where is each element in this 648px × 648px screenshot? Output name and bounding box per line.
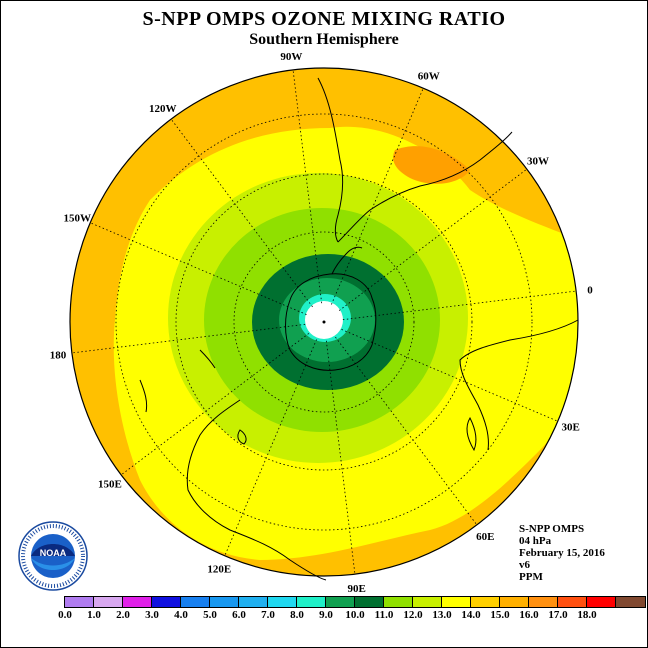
color-scale-swatch	[355, 597, 384, 607]
meridian-line	[224, 339, 317, 556]
color-scale-swatch	[94, 597, 123, 607]
longitude-label: 30E	[562, 422, 580, 434]
color-scale-tick-label: 1.0	[87, 609, 101, 621]
map-title: S-NPP OMPS OZONE MIXING RATIO	[142, 8, 506, 30]
madagascar	[466, 416, 477, 452]
color-scale-swatch	[268, 597, 297, 607]
color-scale-swatch	[326, 597, 355, 607]
antarctica-coast	[285, 273, 377, 371]
map-subtitle: Southern Hemisphere	[249, 31, 399, 48]
south-pole-marker	[322, 320, 326, 324]
color-scale-swatch	[558, 597, 587, 607]
color-scale-swatch	[529, 597, 558, 607]
meridian-line	[338, 168, 528, 311]
south-america-coast	[317, 77, 513, 243]
meridian-line	[335, 336, 478, 526]
color-scale-swatch	[500, 597, 529, 607]
color-scale-tick-label: 3.0	[145, 609, 159, 621]
color-scale-tick-label: 17.0	[548, 609, 568, 621]
color-scale-tick-label: 14.0	[461, 609, 481, 621]
coastlines	[139, 77, 579, 581]
longitude-label: 120W	[149, 103, 177, 115]
color-scale-swatch	[210, 597, 239, 607]
color-scale-swatch	[123, 597, 152, 607]
longitude-label: 30W	[527, 156, 549, 168]
color-scale-tick-label: 4.0	[174, 609, 188, 621]
color-scale-tick-label: 2.0	[116, 609, 130, 621]
color-scale-tick-label: 0.0	[58, 609, 72, 621]
longitude-label: 60E	[476, 531, 494, 543]
color-scale-tick-label: 6.0	[232, 609, 246, 621]
color-scale-tick-label: 18.0	[577, 609, 597, 621]
longitude-label: 90W	[280, 51, 302, 63]
meridian-line	[90, 222, 307, 315]
map-boundary	[69, 67, 579, 577]
meridian-line	[342, 290, 577, 321]
date-label: February 15, 2016	[519, 547, 605, 559]
color-scale-swatch	[442, 597, 471, 607]
graticule	[71, 69, 577, 575]
longitude-labels: 90W 60W 30W 0 30E 60E 90E 120E 150E 180 150W 120W	[50, 51, 594, 595]
color-scale-swatch	[65, 597, 94, 607]
color-scale-swatch	[239, 597, 268, 607]
product-info: S-NPP OMPS 04 hPa February 15, 2016 v6 P…	[519, 523, 605, 583]
color-scale-swatch	[616, 597, 645, 607]
satellite-label: S-NPP OMPS	[519, 523, 585, 535]
color-scale-swatch	[384, 597, 413, 607]
color-scale-tick-label: 15.0	[490, 609, 510, 621]
noaa-logo: NOAA	[17, 520, 89, 592]
new-zealand	[139, 349, 216, 413]
africa-coast	[459, 319, 579, 451]
no-data-pole	[305, 301, 343, 339]
meridian-line	[325, 340, 356, 575]
color-scale-ticks: 0.0 1.0 2.0 3.0 4.0 5.0 6.0 7.0 8.0 9.0 10.0 11.0 12…	[0, 609, 648, 623]
color-scale-tick-label: 13.0	[432, 609, 452, 621]
longitude-label: 180	[50, 350, 67, 362]
color-scale-tick-label: 10.0	[345, 609, 365, 621]
longitude-label: 0	[587, 284, 593, 296]
color-scale-swatch	[181, 597, 210, 607]
color-scale-swatch	[413, 597, 442, 607]
meridian-line	[71, 323, 306, 354]
longitude-label: 90E	[347, 583, 365, 595]
color-scale-swatch	[297, 597, 326, 607]
color-scale-tick-label: 5.0	[203, 609, 217, 621]
antarctic-peninsula	[331, 246, 363, 275]
meridian-line	[341, 329, 558, 422]
meridian-line	[292, 69, 323, 304]
longitude-label: 120E	[207, 564, 231, 576]
color-scale-tick-label: 11.0	[374, 609, 394, 621]
longitude-label: 150E	[98, 478, 122, 490]
units-label: PPM	[519, 571, 543, 583]
color-scale-tick-label: 16.0	[519, 609, 539, 621]
longitude-label: 150W	[64, 212, 92, 224]
longitude-label: 60W	[418, 70, 440, 82]
color-scale-swatch	[587, 597, 616, 607]
color-scale-tick-label: 9.0	[319, 609, 333, 621]
color-scale-tick-label: 8.0	[290, 609, 304, 621]
color-scale-swatch	[471, 597, 500, 607]
color-scale-tick-label: 7.0	[261, 609, 275, 621]
tasmania	[237, 429, 247, 445]
noaa-logo-text: NOAA	[40, 548, 67, 558]
ozone-band-14-15	[393, 146, 470, 184]
color-scale-swatch	[152, 597, 181, 607]
meridian-line	[331, 88, 424, 305]
pressure-level: 04 hPa	[519, 535, 552, 547]
color-scale-bar	[64, 596, 646, 608]
color-scale-tick-label: 12.0	[403, 609, 423, 621]
version-label: v6	[519, 559, 530, 571]
australia-coast	[186, 399, 327, 581]
